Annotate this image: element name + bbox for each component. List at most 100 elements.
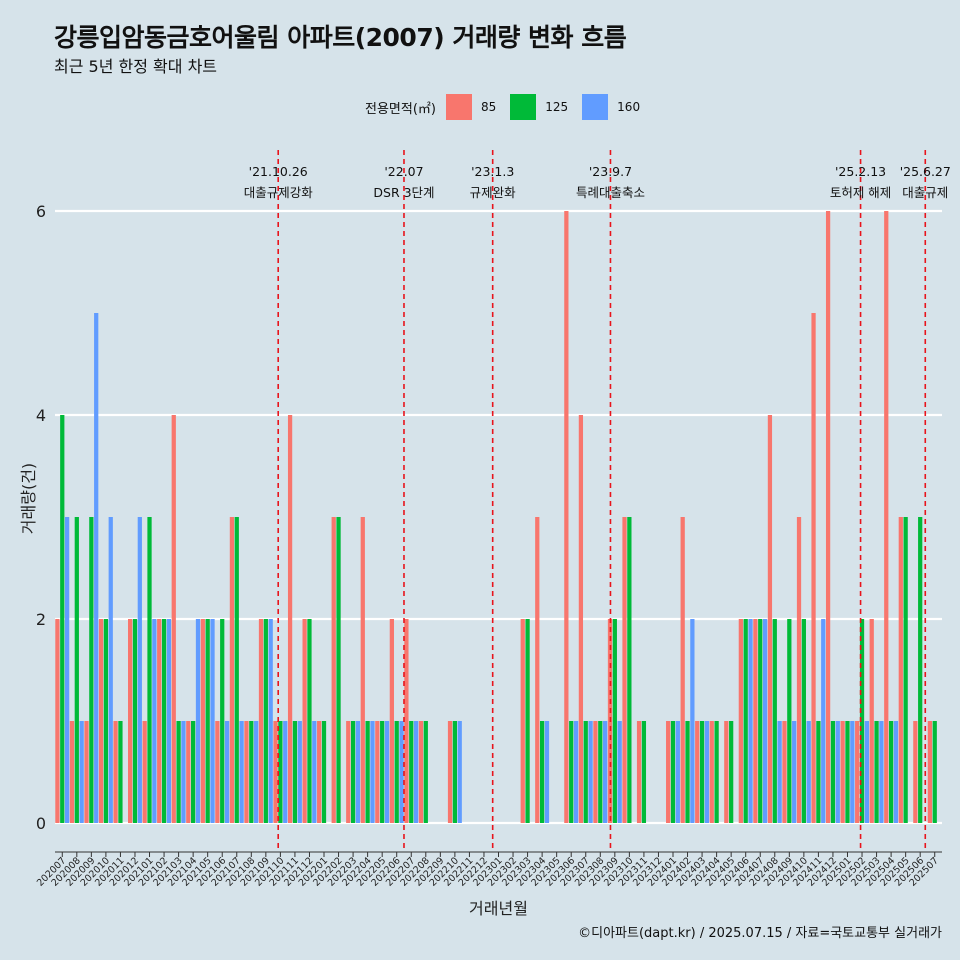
bar-85 xyxy=(113,721,118,823)
bar-85 xyxy=(302,619,307,823)
bar-125 xyxy=(874,721,879,823)
bar-160 xyxy=(79,721,84,823)
bar-125 xyxy=(409,721,414,823)
event-date-label: '25.6.27 xyxy=(900,164,951,179)
bar-85 xyxy=(360,517,365,823)
bar-125 xyxy=(830,721,836,823)
bar-85 xyxy=(229,517,235,823)
bar-85 xyxy=(186,721,191,823)
bar-125 xyxy=(787,619,792,823)
bar-160 xyxy=(239,721,244,823)
bar-160 xyxy=(181,721,186,823)
bar-160 xyxy=(384,721,390,823)
bar-125 xyxy=(612,619,617,823)
bar-125 xyxy=(205,619,210,823)
bar-160 xyxy=(762,619,768,823)
bar-85 xyxy=(680,517,685,823)
bar-85 xyxy=(724,721,729,823)
bar-125 xyxy=(903,517,908,823)
bar-160 xyxy=(544,721,550,823)
bar-125 xyxy=(394,721,399,823)
bar-85 xyxy=(622,517,627,823)
bar-125 xyxy=(816,721,821,823)
bar-125 xyxy=(772,619,777,823)
bar-125 xyxy=(641,721,647,823)
y-axis-title: 거래량(건) xyxy=(19,463,38,534)
bar-125 xyxy=(729,721,734,823)
bar-160 xyxy=(864,721,869,823)
legend-swatch-85 xyxy=(445,94,472,120)
bar-160 xyxy=(166,619,172,823)
bar-85 xyxy=(520,619,525,823)
bar-85 xyxy=(375,721,380,823)
bar-160 xyxy=(152,619,157,823)
bar-125 xyxy=(74,517,79,823)
event-date-label: '25.2.13 xyxy=(835,164,886,179)
bar-85 xyxy=(418,721,424,823)
bar-85 xyxy=(855,721,860,823)
bar-125 xyxy=(423,721,428,823)
bar-85 xyxy=(317,721,322,823)
bar-125 xyxy=(598,721,603,823)
bar-125 xyxy=(845,721,850,823)
bar-125 xyxy=(278,721,283,823)
bar-125 xyxy=(699,721,705,823)
bar-85 xyxy=(346,721,351,823)
bar-160 xyxy=(675,721,680,823)
bar-85 xyxy=(157,619,162,823)
bar-125 xyxy=(350,721,356,823)
bar-85 xyxy=(753,619,758,823)
bar-85 xyxy=(404,619,409,823)
bar-125 xyxy=(132,619,138,823)
bar-125 xyxy=(670,721,676,823)
bar-85 xyxy=(98,619,104,823)
bar-125 xyxy=(452,721,458,823)
legend-title: 전용면적(㎡) xyxy=(365,101,436,117)
bar-125 xyxy=(365,721,370,823)
bar-125 xyxy=(932,721,937,823)
source-caption: ©디아파트(dapt.kr) / 2025.07.15 / 자료=국토교통부 실… xyxy=(578,926,942,941)
bar-125 xyxy=(60,415,65,823)
bar-85 xyxy=(738,619,743,823)
bar-160 xyxy=(210,619,215,823)
bar-160 xyxy=(195,619,201,823)
bar-160 xyxy=(704,721,710,823)
bar-160 xyxy=(64,517,70,823)
bar-160 xyxy=(355,721,361,823)
bar-125 xyxy=(220,619,225,823)
bar-125 xyxy=(147,517,152,823)
bar-85 xyxy=(447,721,453,823)
legend-swatch-125 xyxy=(510,94,537,120)
bar-160 xyxy=(603,721,608,823)
bar-125 xyxy=(583,721,588,823)
bar-125 xyxy=(191,721,196,823)
bar-160 xyxy=(690,619,695,823)
bar-125 xyxy=(176,721,181,823)
bar-85 xyxy=(767,415,773,823)
bar-85 xyxy=(535,517,540,823)
bar-160 xyxy=(457,721,462,823)
bar-125 xyxy=(336,517,341,823)
bar-85 xyxy=(666,721,671,823)
bar-160 xyxy=(297,721,302,823)
bar-85 xyxy=(55,619,60,823)
bar-160 xyxy=(821,619,826,823)
bar-85 xyxy=(593,721,598,823)
legend-item-160: 160 xyxy=(582,94,646,120)
bar-125 xyxy=(801,619,806,823)
event-label: DSR 3단계 xyxy=(373,185,434,200)
bar-160 xyxy=(893,721,899,823)
bar-160 xyxy=(777,721,782,823)
bar-85 xyxy=(578,415,584,823)
bar-125 xyxy=(380,721,385,823)
bar-125 xyxy=(743,619,748,823)
bar-85 xyxy=(389,619,394,823)
bar-125 xyxy=(234,517,239,823)
bar-85 xyxy=(695,721,700,823)
bar-125 xyxy=(569,721,574,823)
bar-160 xyxy=(399,721,404,823)
bar-125 xyxy=(859,619,865,823)
y-tick-label: 4 xyxy=(36,406,46,425)
bar-85 xyxy=(171,415,176,823)
